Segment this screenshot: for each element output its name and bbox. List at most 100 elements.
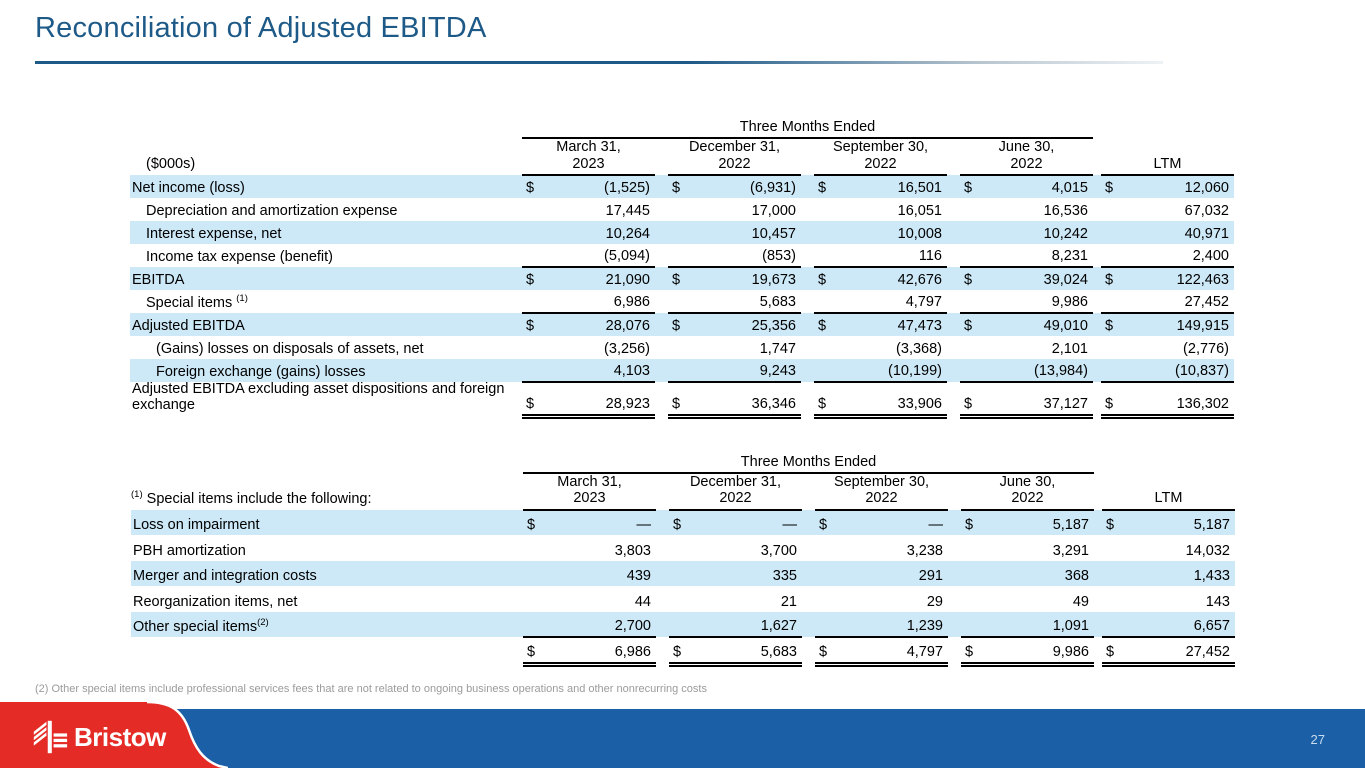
value-cell: $36,346 <box>668 382 801 419</box>
gap <box>1094 637 1102 664</box>
gap <box>947 138 960 175</box>
gap <box>1094 473 1102 510</box>
row-label: Special items (1) <box>146 293 248 311</box>
value: 368 <box>1064 568 1089 584</box>
gap <box>1094 510 1102 536</box>
value-cell: 9,986 <box>960 290 1093 314</box>
value: — <box>782 517 798 533</box>
value-cell: 10,242 <box>960 221 1093 244</box>
value-cell: $ — <box>815 510 948 536</box>
gap <box>1093 221 1101 244</box>
gap <box>656 561 669 587</box>
value: 143 <box>1205 593 1230 610</box>
row-label: Depreciation and amortization expense <box>146 203 398 219</box>
value: 3,803 <box>614 542 651 559</box>
gap <box>655 175 668 198</box>
value: 49 <box>1072 593 1089 610</box>
value: (13,984) <box>1033 363 1088 379</box>
value: 9,986 <box>1051 294 1088 310</box>
value: 3,238 <box>906 542 943 559</box>
gap <box>1093 290 1101 313</box>
value: 27,452 <box>1184 294 1229 310</box>
gap <box>1093 336 1101 359</box>
value: 17,445 <box>605 203 650 219</box>
value-cell: 2,700 <box>523 611 656 638</box>
value-cell: $37,127 <box>960 382 1093 419</box>
gap <box>802 535 815 561</box>
gap <box>801 290 814 313</box>
value: 33,906 <box>897 395 942 412</box>
value: 9,986 <box>1052 643 1089 660</box>
value: 16,051 <box>897 203 942 219</box>
value: 5,187 <box>1193 517 1230 533</box>
table-row: Depreciation and amortization expense 17,… <box>130 198 1234 221</box>
gap <box>801 198 814 221</box>
value: 28,923 <box>605 395 650 412</box>
value-cell: 17,000 <box>668 198 801 221</box>
value: 12,060 <box>1184 180 1229 196</box>
gap <box>1093 116 1101 138</box>
value: (2,776) <box>1183 341 1229 357</box>
value: 4,015 <box>1051 180 1088 196</box>
gap <box>947 336 960 359</box>
currency-symbol: $ <box>526 318 535 334</box>
value-cell: 6,657 <box>1102 611 1235 638</box>
value: 335 <box>772 568 797 584</box>
value-cell: 8,231 <box>960 244 1093 268</box>
value-cell: 17,445 <box>522 198 655 221</box>
span-header-row: Three Months Ended <box>130 116 1234 139</box>
column-header-row: (1) Special items include the following:… <box>131 472 1235 511</box>
currency-symbol: $ <box>965 643 974 660</box>
currency-symbol: $ <box>672 272 681 288</box>
row-label: Net income (loss) <box>132 180 245 196</box>
value: 36,346 <box>751 395 796 412</box>
value-cell: 1,091 <box>961 611 1094 638</box>
value: 1,239 <box>906 618 943 634</box>
value: 6,986 <box>613 294 650 310</box>
ltm-spacer <box>1102 446 1235 473</box>
value-cell: $39,024 <box>960 267 1093 290</box>
gap <box>948 473 961 510</box>
logo-text: Bristow <box>74 721 166 752</box>
value-cell: $47,473 <box>814 313 947 336</box>
ebitda-reconciliation-table: Three Months Ended ($000s) March 31, 2023 De… <box>130 116 1234 419</box>
value: 5,683 <box>760 643 797 660</box>
value-cell: 16,536 <box>960 198 1093 221</box>
value-cell: 6,986 <box>522 290 655 314</box>
column-header: LTM <box>1102 472 1235 511</box>
value: 4,797 <box>906 643 943 660</box>
span-header-row: Three Months Ended <box>131 446 1235 474</box>
currency-symbol: $ <box>964 395 973 412</box>
gap <box>656 586 669 612</box>
value-cell: $5,683 <box>669 637 802 667</box>
gap <box>947 290 960 313</box>
currency-symbol: $ <box>965 517 974 533</box>
value: 4,797 <box>905 294 942 310</box>
gap <box>948 535 961 561</box>
value-cell: $28,923 <box>522 382 655 419</box>
value: 40,971 <box>1184 226 1229 242</box>
value-cell: $12,060 <box>1101 175 1234 198</box>
value: 14,032 <box>1185 542 1230 559</box>
gap <box>655 267 668 290</box>
column-header: March 31, 2023 <box>523 472 656 511</box>
gap <box>801 382 814 416</box>
gap <box>1093 313 1101 336</box>
value: 16,536 <box>1043 203 1088 219</box>
value-cell: (5,094) <box>522 244 655 268</box>
corner-spacer <box>131 446 523 473</box>
value: 67,032 <box>1184 203 1229 219</box>
currency-symbol: $ <box>526 180 535 196</box>
gap <box>947 267 960 290</box>
value: (5,094) <box>604 248 650 264</box>
currency-symbol: $ <box>818 180 827 196</box>
value-cell: 10,008 <box>814 221 947 244</box>
value: 47,473 <box>897 318 942 334</box>
value-cell: 3,803 <box>523 535 656 561</box>
table-row: Adjusted EBITDA excluding asset disposit… <box>130 381 1234 419</box>
table-row: Other special items(2) 2,700 1,627 1,239 1,0… <box>131 611 1235 638</box>
rotor-icon <box>33 720 68 754</box>
value: (10,837) <box>1174 363 1229 379</box>
currency-symbol: $ <box>673 643 682 660</box>
currency-symbol: $ <box>964 318 973 334</box>
